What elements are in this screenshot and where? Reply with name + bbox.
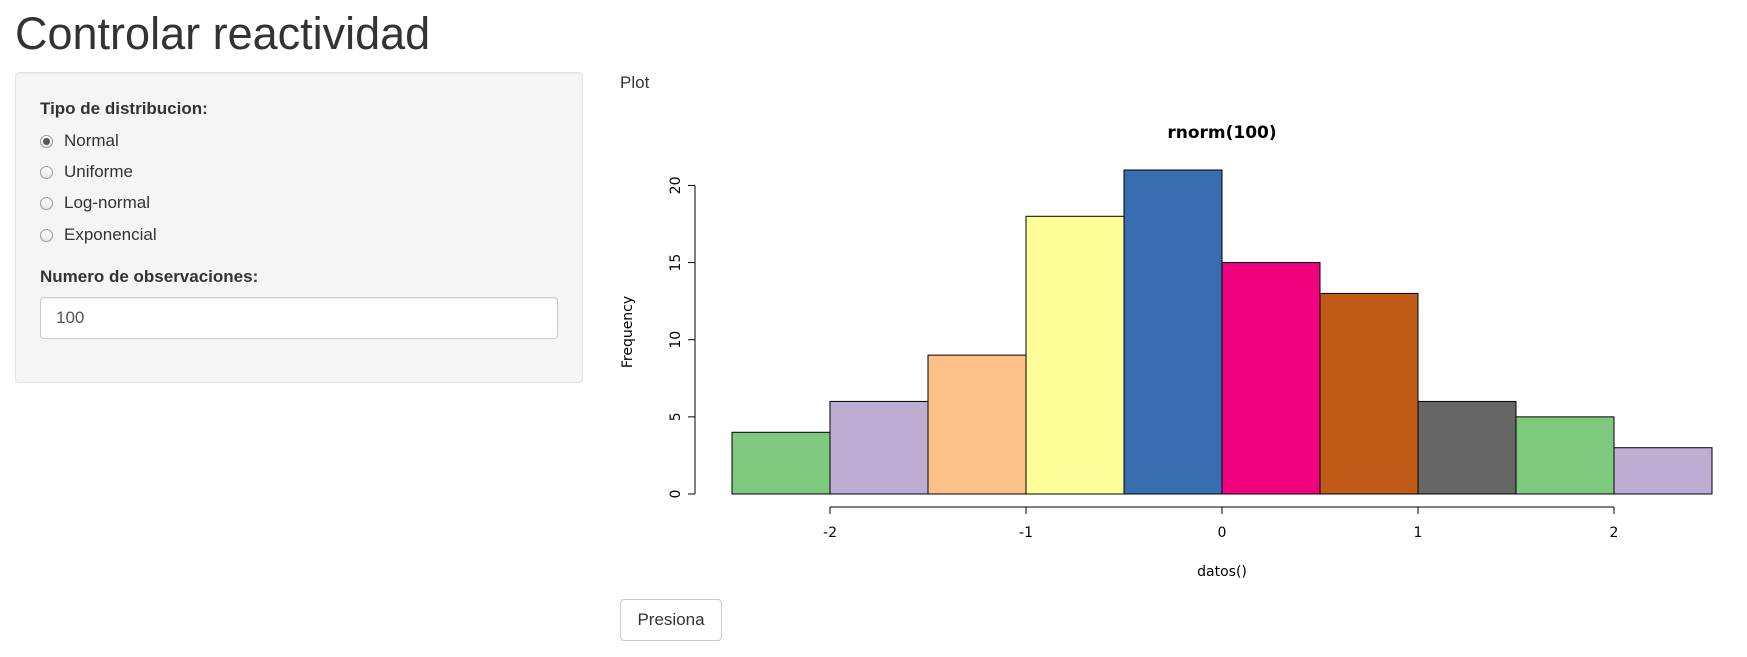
histogram-bar	[1123, 169, 1223, 495]
x-tick-label: -2	[823, 525, 837, 541]
radio-label-log-normal: Log-normal	[64, 193, 150, 212]
page-title: Controlar reactividad	[15, 8, 431, 59]
histogram-bar	[1613, 447, 1713, 495]
radio-button-exponencial[interactable]	[40, 228, 53, 242]
y-tick-label: 20	[668, 177, 684, 195]
histogram-bar	[1515, 416, 1615, 495]
y-tick-label: 10	[668, 331, 684, 349]
radio-label-uniforme: Uniforme	[64, 162, 133, 181]
x-tick-label: 1	[1414, 525, 1423, 541]
y-tick-label: 15	[668, 254, 684, 272]
radio-button-uniforme[interactable]	[40, 165, 53, 179]
histogram-bar	[829, 400, 929, 495]
presiona-button[interactable]: Presiona	[620, 599, 722, 641]
histogram-bar	[1221, 262, 1321, 495]
radio-button-log-normal[interactable]	[40, 196, 53, 210]
y-axis-label: Frequency	[620, 296, 636, 368]
plot-label: Plot	[620, 73, 650, 92]
sidebar-panel: Tipo de distribucion: Normal Uniforme Lo…	[15, 72, 583, 383]
radio-option-uniforme[interactable]: Uniforme	[40, 160, 133, 184]
histogram-plot: rnorm(100) -2 -1 0 1 2 datos() 0 5 10 15 20 Frequenc…	[620, 123, 1713, 580]
radio-label-normal: Normal	[64, 131, 119, 150]
x-tick-label: 0	[1218, 525, 1227, 541]
observations-label: Numero de observaciones:	[40, 267, 259, 286]
radio-button-normal[interactable]	[40, 134, 53, 148]
radio-option-log-normal[interactable]: Log-normal	[40, 191, 150, 215]
x-axis-label: datos()	[1197, 564, 1247, 580]
radio-label-exponencial: Exponencial	[64, 225, 157, 244]
radio-option-exponencial[interactable]: Exponencial	[40, 223, 157, 247]
observations-input[interactable]	[40, 297, 558, 339]
x-tick-label: -1	[1019, 525, 1033, 541]
histogram-bar	[1319, 292, 1419, 495]
histogram-bar	[1417, 400, 1517, 495]
chart-title: rnorm(100)	[1167, 123, 1276, 143]
y-tick-label: 5	[668, 412, 684, 421]
distribution-label: Tipo de distribucion:	[40, 99, 208, 118]
histogram-bar	[927, 354, 1027, 495]
histogram-bar	[1025, 215, 1125, 495]
y-tick-label: 0	[668, 490, 684, 499]
x-tick-label: 2	[1610, 525, 1619, 541]
radio-option-normal[interactable]: Normal	[40, 129, 119, 153]
histogram-bar	[731, 431, 831, 495]
